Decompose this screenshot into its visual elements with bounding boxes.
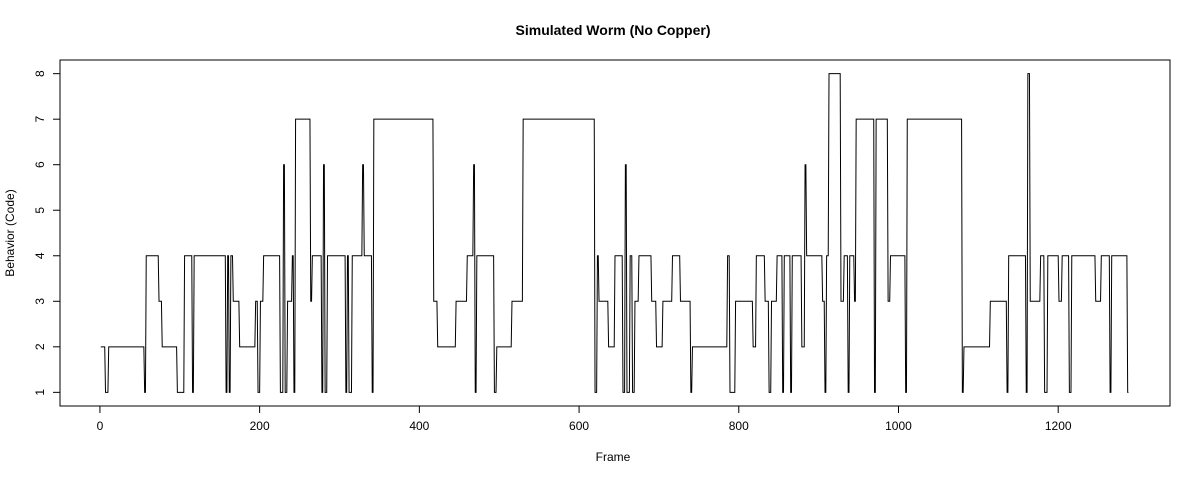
y-tick-label: 3 bbox=[33, 298, 47, 305]
y-tick-label: 7 bbox=[33, 116, 47, 123]
chart-title: Simulated Worm (No Copper) bbox=[516, 22, 711, 38]
x-tick-label: 800 bbox=[729, 419, 749, 433]
y-axis-label: Behavior (Code) bbox=[3, 189, 17, 276]
x-tick-label: 400 bbox=[409, 419, 429, 433]
plot-frame bbox=[59, 59, 1171, 407]
y-axis: 1 2 3 4 5 6 7 8 bbox=[33, 70, 61, 396]
x-tick-label: 1200 bbox=[1045, 419, 1072, 433]
x-axis: 0 200 400 600 800 1000 1200 bbox=[97, 405, 1072, 433]
y-tick-label: 5 bbox=[33, 207, 47, 214]
y-tick-label: 4 bbox=[33, 252, 47, 259]
y-tick-label: 2 bbox=[33, 343, 47, 350]
series-line bbox=[100, 73, 1129, 393]
y-tick-label: 1 bbox=[33, 389, 47, 396]
y-tick-label: 6 bbox=[33, 161, 47, 168]
x-tick-label: 600 bbox=[569, 419, 589, 433]
x-tick-label: 0 bbox=[97, 419, 104, 433]
y-tick-label: 8 bbox=[33, 70, 47, 77]
x-axis-label: Frame bbox=[596, 450, 631, 464]
x-tick-label: 1000 bbox=[885, 419, 912, 433]
x-tick-label: 200 bbox=[250, 419, 270, 433]
